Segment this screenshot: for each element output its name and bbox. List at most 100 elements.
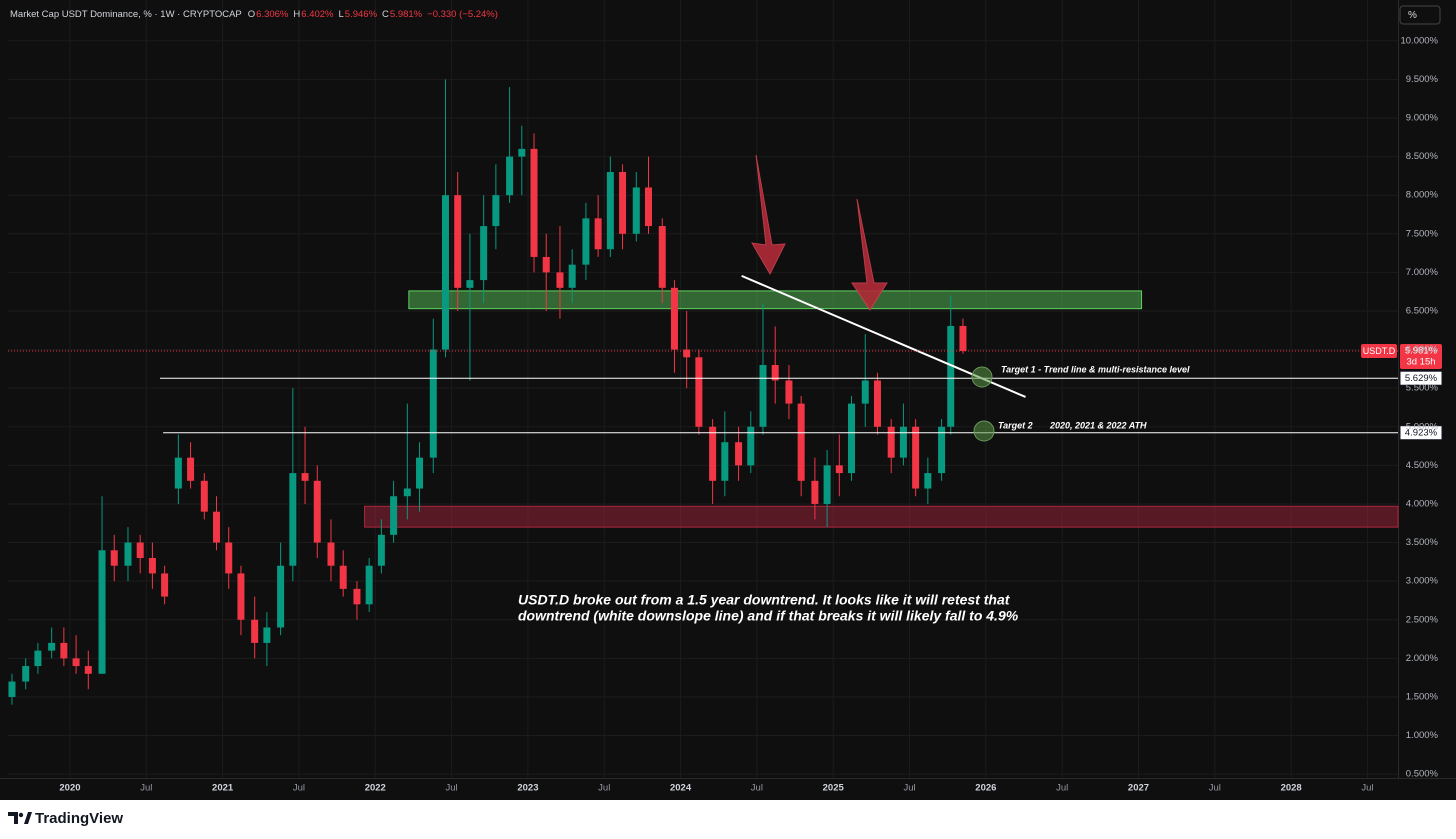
candle-body — [924, 473, 932, 489]
candle-body — [301, 473, 309, 481]
candle-body — [848, 403, 856, 474]
candle-body — [390, 496, 398, 535]
candle-body — [403, 488, 411, 497]
header: Market Cap USDT Dominance, % · 1W · CRYP… — [10, 9, 498, 20]
y-tick-label: 5.500% — [1406, 383, 1439, 394]
x-tick-label: Jul — [1209, 783, 1221, 794]
ohlc-value: 6.306% — [256, 9, 289, 20]
zones — [364, 290, 1399, 528]
y-tick-label: 6.000% — [1406, 344, 1439, 355]
candle-body — [721, 442, 729, 481]
candle-body — [187, 457, 195, 481]
y-tick-label: 9.000% — [1406, 113, 1439, 124]
footer-background — [0, 800, 1456, 839]
zone — [364, 505, 1399, 528]
y-tick-label: 1.500% — [1406, 691, 1439, 702]
candle-body — [429, 349, 437, 458]
candle-body — [353, 588, 361, 605]
candle-body — [861, 380, 869, 404]
candle-body — [136, 542, 144, 558]
candle-body — [174, 457, 182, 489]
x-tick-label: 2022 — [365, 783, 386, 794]
candle-body — [492, 195, 500, 227]
candle-body — [785, 380, 793, 404]
candle-body — [899, 426, 907, 458]
candle-body — [466, 280, 474, 288]
candle-body — [313, 480, 321, 543]
candle-body — [110, 550, 118, 566]
candle-body — [148, 558, 156, 574]
change-label: −0.330 (−5.24%) — [427, 9, 498, 20]
candle-body — [771, 365, 779, 381]
y-tick-label: 3.500% — [1406, 537, 1439, 548]
unit-button[interactable] — [1399, 5, 1441, 25]
y-tick-label: 1.000% — [1406, 730, 1439, 741]
candle-body — [200, 480, 208, 512]
x-tick-label: Jul — [903, 783, 915, 794]
candle-body — [161, 573, 169, 597]
candle-body — [98, 550, 106, 674]
candle-body — [759, 365, 767, 427]
y-tick-label: 9.500% — [1406, 74, 1439, 85]
candle-body — [912, 426, 920, 489]
candle-body — [8, 681, 16, 697]
level-tag — [1399, 425, 1443, 441]
candle-body — [938, 426, 946, 474]
level-tag-label: 4.923% — [1405, 428, 1438, 439]
candle-body — [811, 480, 819, 504]
candle-body — [251, 619, 259, 643]
candle-body — [416, 457, 424, 489]
symbol-tag — [1361, 344, 1397, 359]
candle-body — [542, 256, 550, 273]
level-tag-label: 5.629% — [1405, 373, 1438, 384]
y-tick-label: 0.500% — [1406, 769, 1439, 780]
candle-body — [506, 156, 514, 196]
y-tick-label: 3.000% — [1406, 576, 1439, 587]
x-tick-label: Jul — [446, 783, 458, 794]
x-tick-label: 2026 — [975, 783, 996, 794]
x-tick-label: 2025 — [823, 783, 845, 794]
y-tick-label: 8.500% — [1406, 151, 1439, 162]
x-tick-label: Jul — [293, 783, 305, 794]
candle-body — [22, 666, 30, 682]
price-tag-label: 5.981% — [1405, 346, 1438, 357]
y-tick-label: 4.000% — [1406, 498, 1439, 509]
candle-body — [645, 187, 653, 227]
annotation: USDT.D broke out from a 1.5 year downtre… — [518, 592, 1011, 608]
symbol-tag-label: USDT.D — [1363, 346, 1396, 356]
brand-logo — [8, 812, 32, 824]
x-tick-label: Jul — [1361, 783, 1373, 794]
candle-body — [518, 148, 526, 157]
level-tag — [1399, 370, 1443, 386]
candle-body — [835, 465, 843, 474]
annotation: 2020, 2021 & 2022 ATH — [1049, 420, 1147, 430]
x-tick-label: 2021 — [212, 783, 234, 794]
y-tick-label: 7.500% — [1406, 228, 1439, 239]
arrow — [751, 154, 786, 276]
x-tick-label: Jul — [140, 783, 152, 794]
x-tick-label: 2027 — [1128, 783, 1149, 794]
candle-body — [289, 473, 297, 566]
chart-background — [0, 0, 1456, 800]
candle-body — [606, 172, 614, 250]
y-tick-label: 5.000% — [1406, 421, 1439, 432]
candle-body — [735, 442, 743, 466]
x-tick-label: Jul — [751, 783, 763, 794]
y-tick-label: 7.000% — [1406, 267, 1439, 278]
annotation: Target 1 - Trend line & multi-resistance… — [1001, 364, 1190, 374]
candle-body — [263, 627, 271, 643]
candle-body — [34, 650, 42, 667]
candle-body — [947, 325, 955, 427]
overlay: 5.629% 4.923% USDT.D 5.981%3d 15h — [8, 274, 1443, 441]
candle-body — [709, 426, 717, 481]
candle-body — [683, 349, 691, 358]
candle-body — [658, 226, 666, 288]
candle-body — [632, 187, 640, 234]
candle-body — [530, 148, 538, 257]
candle-body — [48, 642, 56, 651]
unit-button-label[interactable]: % — [1408, 10, 1417, 21]
candle-body — [556, 272, 564, 288]
ohlc-key: C — [382, 9, 389, 20]
